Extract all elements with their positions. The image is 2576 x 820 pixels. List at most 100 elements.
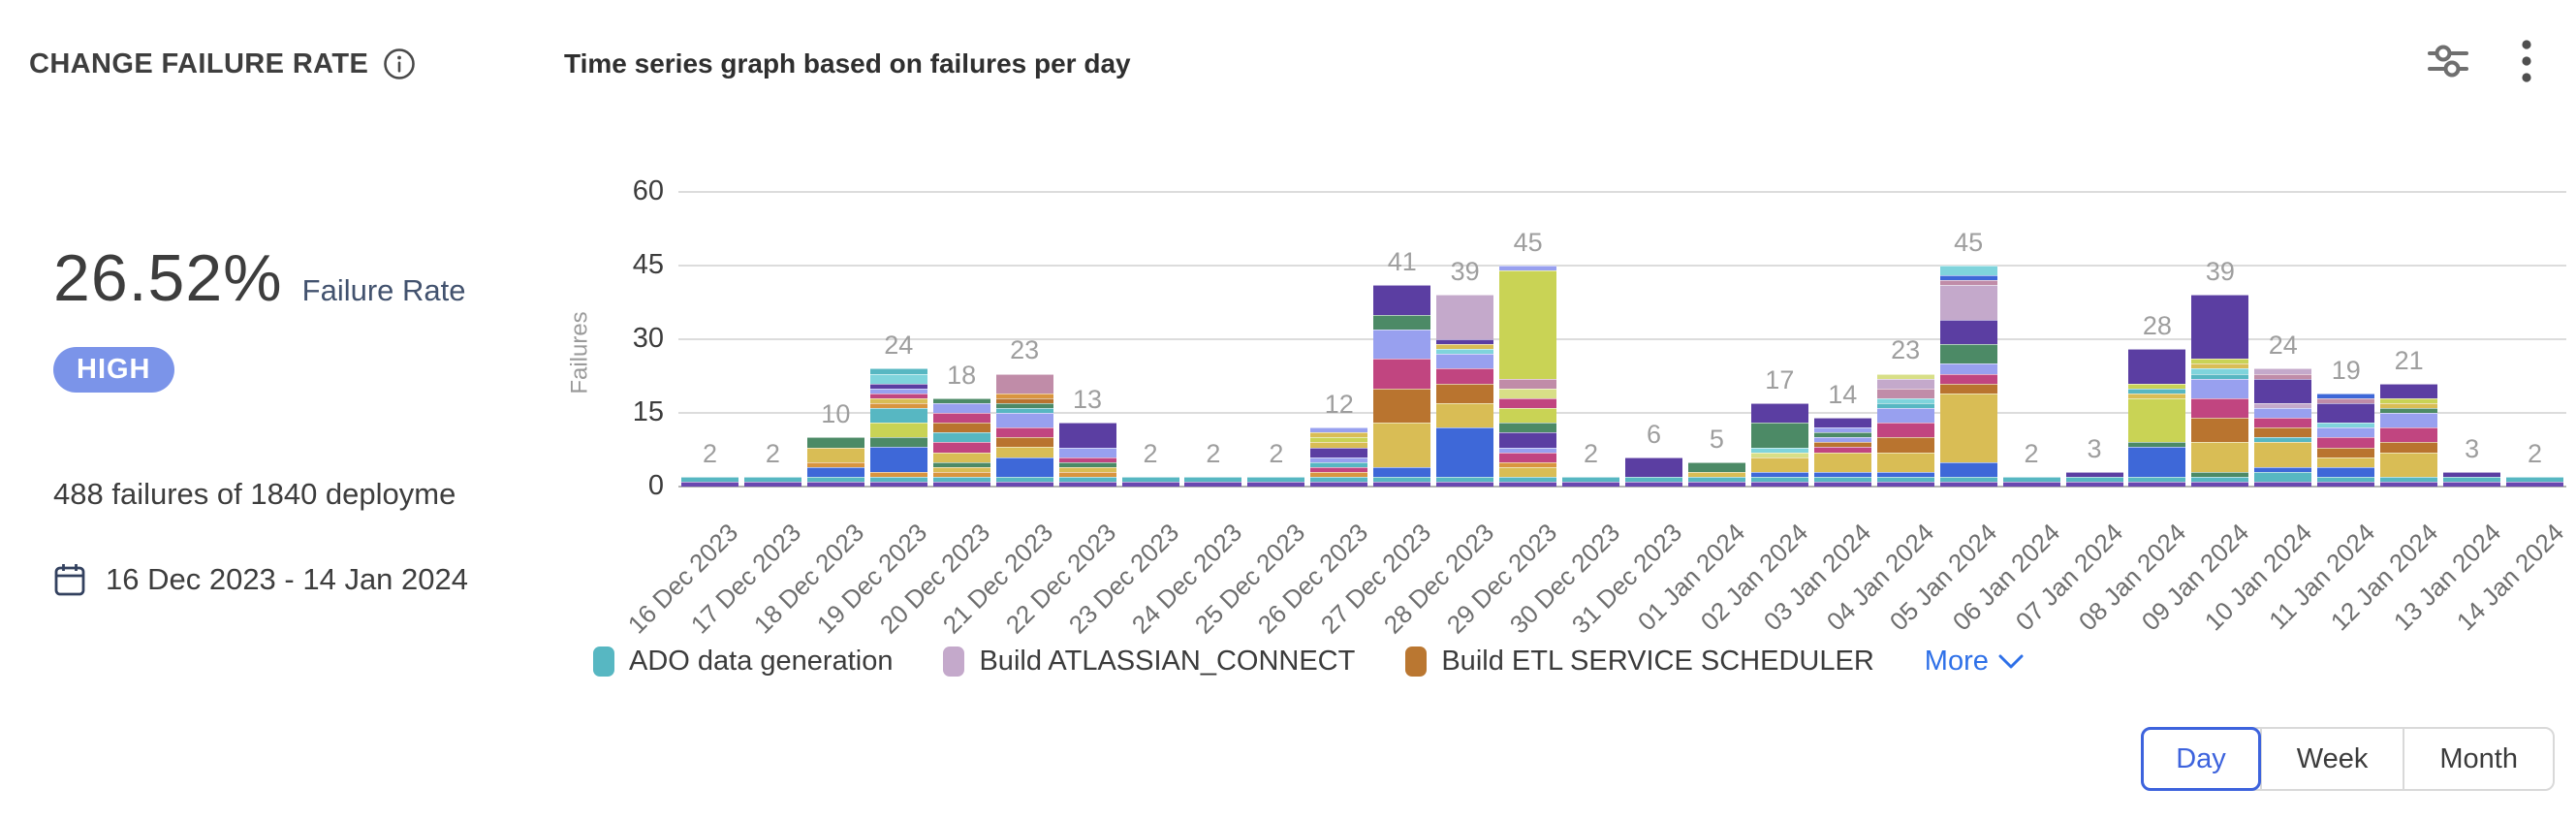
- bar-segment: [1624, 476, 1682, 482]
- bar-value-label: 41: [1387, 247, 1417, 277]
- bar-10-jan-2024[interactable]: [2254, 368, 2312, 487]
- bar-31-dec-2023[interactable]: [1624, 457, 1682, 487]
- bar-14-jan-2024[interactable]: [2506, 476, 2564, 487]
- bar-segment: [2317, 447, 2375, 457]
- bar-segment: [2254, 402, 2312, 408]
- bar-segment: [2191, 442, 2249, 472]
- bar-06-jan-2024[interactable]: [2002, 476, 2060, 487]
- bar-segment: [2191, 418, 2249, 443]
- bar-segment: [2128, 447, 2186, 477]
- bar-segment: [1499, 270, 1557, 379]
- bar-segment: [1813, 481, 1871, 487]
- bar-segment: [1499, 432, 1557, 448]
- widget-title: CHANGE FAILURE RATE: [29, 47, 369, 79]
- bar-value-label: 2: [765, 438, 780, 468]
- bar-16-dec-2023[interactable]: [680, 476, 738, 487]
- bar-segment: [869, 373, 927, 384]
- legend-label: ADO data generation: [629, 646, 894, 677]
- kebab-menu-icon[interactable]: [2516, 35, 2537, 87]
- bar-05-jan-2024[interactable]: [1939, 266, 1997, 487]
- bar-01-jan-2024[interactable]: [1687, 461, 1745, 487]
- bar-segment: [1436, 295, 1494, 340]
- legend-item[interactable]: Build ATLASSIAN_CONNECT: [943, 646, 1355, 678]
- bar-segment: [1939, 319, 1997, 345]
- widget-actions: [2423, 35, 2537, 87]
- bar-segment: [1939, 275, 1997, 281]
- bar-segment: [995, 476, 1053, 482]
- legend-more-link[interactable]: More: [1925, 646, 2024, 678]
- bar-20-dec-2023[interactable]: [932, 397, 990, 487]
- bar-segment: [2380, 402, 2438, 408]
- bar-27-dec-2023[interactable]: [1373, 285, 1431, 487]
- bar-segment: [1750, 447, 1808, 453]
- bar-03-jan-2024[interactable]: [1813, 418, 1871, 487]
- bar-24-dec-2023[interactable]: [1184, 476, 1242, 487]
- legend-item[interactable]: Build ETL SERVICE SCHEDULER: [1405, 646, 1874, 678]
- bar-segment: [1939, 383, 1997, 394]
- bar-segment: [2065, 481, 2123, 487]
- bar-08-jan-2024[interactable]: [2128, 349, 2186, 487]
- bar-04-jan-2024[interactable]: [1876, 373, 1934, 487]
- bar-segment: [1876, 397, 1934, 403]
- bar-segment: [869, 476, 927, 482]
- bar-segment: [1058, 466, 1116, 472]
- bar-segment: [2254, 368, 2312, 374]
- bar-value-label: 39: [1450, 257, 1480, 287]
- bar-07-jan-2024[interactable]: [2065, 471, 2123, 487]
- info-icon[interactable]: [382, 47, 417, 81]
- bar-segment: [1939, 481, 1997, 487]
- bar-segment: [806, 461, 864, 467]
- bar-segment: [869, 397, 927, 403]
- bar-segment: [1436, 368, 1494, 384]
- bar-28-dec-2023[interactable]: [1436, 295, 1494, 487]
- bar-09-jan-2024[interactable]: [2191, 295, 2249, 487]
- legend-items: ADO data generation Build ATLASSIAN_CONNE…: [593, 646, 1874, 678]
- legend-more-label: More: [1924, 646, 1989, 677]
- gridline-0: [678, 486, 2566, 488]
- granularity-day-button[interactable]: Day: [2141, 727, 2261, 791]
- bar-segment: [932, 481, 990, 487]
- bar-23-dec-2023[interactable]: [1121, 476, 1179, 487]
- bar-value-label: 2: [1269, 438, 1284, 468]
- bar-12-jan-2024[interactable]: [2380, 383, 2438, 487]
- bar-19-dec-2023[interactable]: [869, 368, 927, 487]
- legend-item[interactable]: ADO data generation: [593, 646, 893, 678]
- bar-26-dec-2023[interactable]: [1310, 427, 1368, 487]
- bar-segment: [1750, 452, 1808, 457]
- bar-segment: [2128, 349, 2186, 384]
- bar-segment: [680, 481, 738, 487]
- bar-segment: [1058, 481, 1116, 487]
- bar-segment: [1687, 471, 1745, 477]
- bar-02-jan-2024[interactable]: [1750, 402, 1808, 487]
- bar-21-dec-2023[interactable]: [995, 373, 1053, 487]
- bar-segment: [2380, 397, 2438, 403]
- bar-17-dec-2023[interactable]: [743, 476, 801, 487]
- bar-segment: [2128, 481, 2186, 487]
- bar-segment: [1058, 461, 1116, 467]
- bar-segment: [2002, 476, 2060, 482]
- bar-18-dec-2023[interactable]: [806, 437, 864, 487]
- sliders-icon[interactable]: [2423, 38, 2473, 84]
- gridline-15: [678, 412, 2566, 414]
- bar-25-dec-2023[interactable]: [1247, 476, 1305, 487]
- bar-13-jan-2024[interactable]: [2443, 471, 2501, 487]
- granularity-week-button[interactable]: Week: [2259, 729, 2403, 789]
- bar-30-dec-2023[interactable]: [1562, 476, 1620, 487]
- bar-segment: [869, 402, 927, 408]
- bar-segment: [1939, 280, 1997, 286]
- bar-segment: [995, 437, 1053, 448]
- bar-segment: [2128, 388, 2186, 394]
- granularity-toggle: Day Week Month: [2141, 727, 2555, 791]
- bar-segment: [1876, 388, 1934, 398]
- bar-segment: [995, 407, 1053, 414]
- bar-value-label: 17: [1765, 364, 1795, 394]
- chart-legend: ADO data generation Build ATLASSIAN_CONNE…: [593, 646, 2024, 678]
- bar-segment: [1436, 339, 1494, 345]
- bar-segment: [806, 476, 864, 482]
- bar-29-dec-2023[interactable]: [1499, 266, 1557, 487]
- bar-segment: [1813, 418, 1871, 428]
- bar-22-dec-2023[interactable]: [1058, 423, 1116, 487]
- bar-11-jan-2024[interactable]: [2317, 393, 2375, 487]
- bar-segment: [1310, 476, 1368, 482]
- granularity-month-button[interactable]: Month: [2403, 729, 2553, 789]
